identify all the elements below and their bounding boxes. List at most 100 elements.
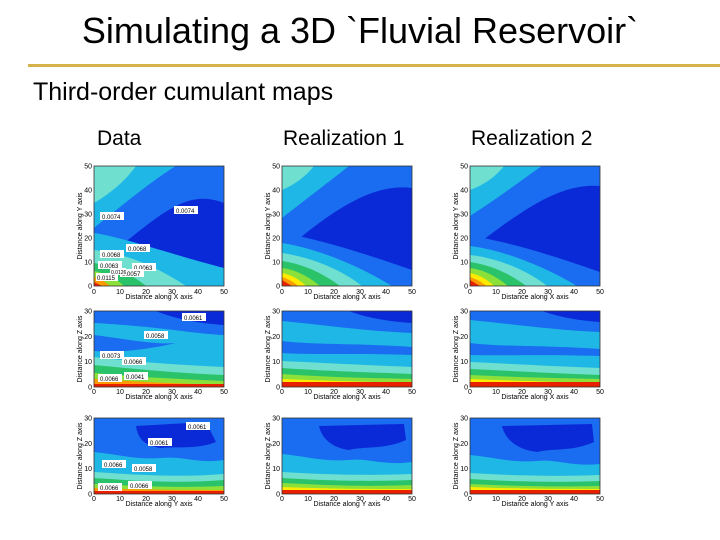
y-tick-label: 40	[84, 188, 92, 195]
y-tick-label: 0	[276, 492, 280, 499]
contour-band	[470, 382, 600, 387]
contour-band	[282, 280, 292, 286]
y-axis-label: Distance along Z axis	[453, 315, 460, 382]
y-tick-label: 0	[464, 284, 468, 291]
y-tick-label: 10	[272, 466, 280, 473]
title-divider	[28, 64, 720, 67]
cumulant-map-yz: 0 10 20 30 0 10 20 30 40 50 Distance along Y axi…	[453, 416, 604, 509]
x-tick-label: 50	[596, 496, 604, 503]
y-tick-label: 20	[460, 441, 468, 448]
contour-label: 0.0066	[100, 377, 119, 383]
y-axis-label: Distance along Z axis	[77, 315, 84, 382]
x-tick-label: 0	[92, 289, 96, 296]
x-tick-label: 30	[544, 289, 552, 296]
y-tick-label: 50	[460, 164, 468, 171]
y-tick-label: 20	[272, 236, 280, 243]
contour-label: 0.0115	[97, 276, 116, 282]
x-tick-label: 20	[518, 389, 526, 396]
column-heading-realization-1: Realization 1	[283, 127, 405, 150]
y-tick-label: 20	[84, 236, 92, 243]
x-tick-label: 30	[544, 389, 552, 396]
map-data-xz: 0.0061 0.0058 0.0073 0.0066 0.0066 0.004…	[66, 305, 236, 405]
contour-label-box	[128, 481, 152, 489]
contour-label-box	[132, 464, 156, 472]
contour-label-box	[186, 422, 210, 430]
y-tick-label: 20	[84, 441, 92, 448]
y-tick-label: 30	[272, 416, 280, 423]
y-tick-label: 0	[464, 385, 468, 392]
contour-label-box	[100, 250, 124, 258]
x-axis-label: Distance along X axis	[501, 394, 569, 401]
y-tick-label: 50	[84, 164, 92, 171]
contour-label-box	[124, 372, 148, 380]
y-axis-label: Distance along Y axis	[265, 192, 272, 260]
x-tick-label: 0	[468, 389, 472, 396]
x-tick-label: 10	[492, 289, 500, 296]
y-tick-label: 20	[460, 334, 468, 341]
x-tick-label: 0	[280, 289, 284, 296]
x-axis-label: Distance along X axis	[125, 294, 193, 301]
cumulant-map-yz: 0 10 20 30 0 10 20 30 40 50 Distance along Y axi…	[265, 416, 416, 509]
contour-label: 0.0057	[122, 272, 141, 278]
y-axis-label: Distance along Y axis	[77, 192, 84, 260]
y-axis-label: Distance along Y axis	[453, 192, 460, 260]
x-tick-label: 20	[142, 496, 150, 503]
contour-label: 0.0066	[124, 360, 143, 366]
contour-band	[470, 166, 504, 190]
contour-label-box	[148, 438, 172, 446]
y-tick-label: 20	[272, 334, 280, 341]
map-data-yz: 0.0061 0.0061 0.0066 0.0058 0.0066 0.006…	[66, 412, 236, 512]
cumulant-map-xz: 0 10 20 30 0 10 20 30 40 50 Distance along X axi…	[265, 309, 416, 402]
x-tick-label: 40	[382, 389, 390, 396]
x-tick-label: 30	[168, 496, 176, 503]
plot-frame	[469, 310, 601, 388]
contour-label-box	[120, 269, 144, 277]
x-tick-label: 10	[492, 496, 500, 503]
contour-band	[349, 311, 412, 323]
x-tick-label: 10	[304, 496, 312, 503]
contour-label-box	[102, 460, 126, 468]
contour-label: 0.0074	[102, 215, 121, 221]
plot-frame	[281, 417, 413, 495]
map-realization2-xz: 0 10 20 30 0 10 20 30 40 50 Distance along X axi…	[442, 305, 612, 405]
contour-label-box	[122, 357, 146, 365]
x-tick-label: 30	[356, 289, 364, 296]
x-tick-label: 30	[356, 496, 364, 503]
y-axis-label: Distance along Z axis	[265, 315, 272, 382]
map-realization1-xz: 0 10 20 30 0 10 20 30 40 50 Distance along X axi…	[254, 305, 424, 405]
x-tick-label: 10	[116, 496, 124, 503]
plot-frame	[281, 310, 413, 388]
x-tick-label: 0	[92, 496, 96, 503]
contour-label-box	[98, 483, 122, 491]
y-tick-label: 0	[88, 385, 92, 392]
y-tick-label: 10	[84, 466, 92, 473]
y-tick-label: 30	[84, 309, 92, 316]
y-tick-label: 30	[272, 309, 280, 316]
contour-label: 0.0063	[100, 264, 119, 270]
x-tick-label: 20	[330, 496, 338, 503]
map-realization2-xy: 0 10 20 30 40 50 0 10 20 30 40 50 Distance along X…	[442, 158, 612, 303]
y-tick-label: 40	[272, 188, 280, 195]
plot-frame	[93, 417, 225, 495]
contour-band	[502, 424, 594, 452]
cumulant-map-xz: 0.0061 0.0058 0.0073 0.0066 0.0066 0.004…	[77, 309, 228, 402]
contour-label: 0.0066	[130, 484, 149, 490]
cumulant-map-xy: 0.0074 0.0074 0.0068 0.0068 0.0063 0.006…	[77, 164, 228, 302]
x-tick-label: 30	[544, 496, 552, 503]
contour-label: 0.0061	[150, 441, 169, 447]
x-tick-label: 40	[382, 496, 390, 503]
x-tick-label: 30	[168, 289, 176, 296]
y-tick-label: 0	[88, 284, 92, 291]
contour-label-box	[182, 313, 206, 321]
contour-band	[282, 166, 314, 190]
y-tick-label: 10	[84, 260, 92, 267]
map-data-xy: 0.0074 0.0074 0.0068 0.0068 0.0063 0.006…	[66, 158, 236, 303]
y-tick-label: 20	[272, 441, 280, 448]
column-heading-realization-2: Realization 2	[471, 127, 593, 150]
contour-band	[470, 490, 600, 494]
x-axis-label: Distance along X axis	[313, 294, 381, 301]
x-axis-label: Distance along X axis	[501, 294, 569, 301]
x-tick-label: 50	[408, 496, 416, 503]
contour-band	[282, 382, 412, 387]
contour-label-box	[132, 263, 156, 271]
